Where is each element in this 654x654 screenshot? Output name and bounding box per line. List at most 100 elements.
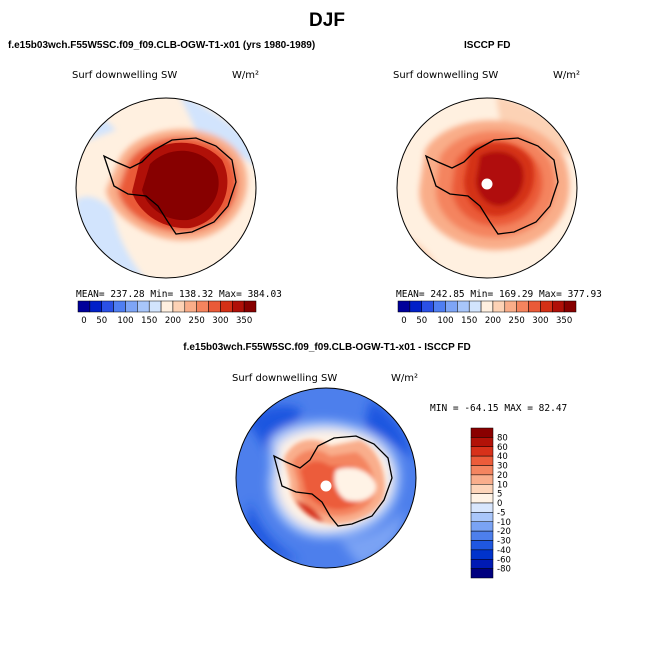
colorbar-swatch: [470, 549, 494, 560]
colorbar-tick-label: 10: [497, 480, 508, 490]
colorbar-tick-label: 50: [416, 316, 427, 326]
colorbar-swatch: [184, 300, 197, 313]
colorbar-swatch: [470, 521, 494, 532]
colorbar-swatch: [516, 300, 529, 313]
colorbar-swatch: [470, 559, 494, 569]
colorbar-swatch: [470, 530, 494, 541]
obs-map-border: [396, 97, 578, 279]
colorbar-swatch: [397, 300, 411, 313]
colorbar-swatch: [77, 300, 91, 313]
colorbar-swatch: [409, 300, 422, 313]
colorbar-swatch: [504, 300, 517, 313]
colorbar-swatch: [160, 300, 174, 313]
diff-pole-marker: [320, 480, 332, 492]
colorbar-tick-label: 100: [117, 316, 133, 326]
colorbar-swatch: [552, 300, 565, 313]
obs-colorbar: 0 50 100 150 200 250 300 350: [397, 300, 577, 326]
colorbar-tick-label: 300: [212, 316, 228, 326]
obs-stats: MEAN= 242.85 Min= 169.29 Max= 377.93: [396, 289, 602, 300]
colorbar-swatch: [470, 568, 494, 579]
colorbar-tick-label: 350: [236, 316, 252, 326]
colorbar-swatch: [421, 300, 434, 313]
colorbar-swatch: [480, 300, 494, 313]
colorbar-swatch: [470, 474, 494, 485]
diff-panel-title: f.e15b03wch.F55W5SC.f09_f09.CLB-OGW-T1-x…: [183, 342, 471, 353]
season-title: DJF: [309, 10, 345, 31]
colorbar-swatch: [457, 300, 470, 313]
colorbar-swatch: [125, 300, 138, 313]
diff-stats: MIN = -64.15 MAX = 82.47: [430, 403, 568, 414]
colorbar-swatch: [243, 300, 257, 313]
model-map: [76, 98, 256, 278]
colorbar-swatch: [208, 300, 221, 313]
colorbar-swatch: [470, 455, 494, 466]
colorbar-swatch: [540, 300, 553, 313]
colorbar-swatch: [137, 300, 150, 313]
colorbar-tick-label: 300: [532, 316, 548, 326]
diff-map-title: Surf downwelling SW: [232, 373, 337, 384]
colorbar-swatch: [433, 300, 446, 313]
colorbar-swatch: [470, 446, 494, 457]
colorbar-tick-label: 250: [509, 316, 525, 326]
colorbar-swatch: [470, 437, 494, 447]
colorbar-tick-label: 5: [497, 490, 502, 500]
colorbar-swatch: [470, 512, 494, 522]
colorbar-tick-label: 150: [461, 316, 477, 326]
colorbar-swatch: [528, 300, 541, 313]
model-colorbar: 0 50 100 150 200 250 300 350: [77, 300, 257, 326]
colorbar-swatch: [470, 540, 494, 551]
colorbar-swatch: [89, 300, 102, 313]
colorbar-swatch: [470, 493, 494, 504]
colorbar-swatch: [101, 300, 114, 313]
colorbar-tick-label: -40: [497, 546, 511, 556]
colorbar-tick-label: 100: [437, 316, 453, 326]
colorbar-swatch: [470, 502, 494, 513]
diff-map: [236, 388, 416, 568]
model-panel-title: f.e15b03wch.F55W5SC.f09_f09.CLB-OGW-T1-x…: [8, 40, 316, 51]
colorbar-tick-label: 200: [165, 316, 181, 326]
colorbar-tick-label: 40: [497, 452, 508, 462]
colorbar-swatch: [113, 300, 126, 313]
colorbar-swatch: [492, 300, 506, 313]
colorbar-tick-label: 250: [189, 316, 205, 326]
obs-map: [397, 98, 577, 278]
colorbar-swatch: [470, 484, 494, 494]
colorbar-swatch: [470, 427, 494, 438]
model-map-units: W/m²: [232, 70, 259, 81]
diff-map-border: [235, 387, 417, 569]
colorbar-tick-label: 50: [96, 316, 107, 326]
colorbar-tick-label: 0: [81, 316, 86, 326]
colorbar-tick-label: 200: [485, 316, 501, 326]
obs-map-units: W/m²: [553, 70, 580, 81]
obs-map-title: Surf downwelling SW: [393, 70, 498, 81]
colorbar-tick-label: 60: [497, 443, 508, 453]
obs-pole-marker: [481, 178, 493, 190]
diff-map-units: W/m²: [391, 373, 418, 384]
colorbar-swatch: [220, 300, 233, 313]
model-stats: MEAN= 237.28 Min= 138.32 Max= 384.03: [76, 289, 282, 300]
colorbar-tick-label: 20: [497, 471, 508, 481]
colorbar-swatch: [445, 300, 458, 313]
colorbar-tick-label: 80: [497, 433, 508, 443]
diff-continent-outline: [273, 435, 393, 527]
model-continent-outline: [102, 137, 237, 235]
model-map-border: [75, 97, 257, 279]
colorbar-tick-label: 30: [497, 462, 508, 472]
obs-continent-outline: [424, 137, 559, 235]
colorbar-swatch: [468, 300, 482, 313]
colorbar-swatch: [232, 300, 245, 313]
colorbar-tick-label: -60: [497, 555, 511, 565]
colorbar-tick-label: 0: [401, 316, 406, 326]
colorbar-tick-label: -5: [497, 508, 505, 518]
model-map-title: Surf downwelling SW: [72, 70, 177, 81]
colorbar-tick-label: -10: [497, 518, 511, 528]
colorbar-swatch: [470, 465, 494, 476]
colorbar-tick-label: -20: [497, 527, 511, 537]
colorbar-swatch: [148, 300, 162, 313]
colorbar-swatch: [196, 300, 209, 313]
colorbar-swatch: [563, 300, 577, 313]
colorbar-tick-label: 150: [141, 316, 157, 326]
